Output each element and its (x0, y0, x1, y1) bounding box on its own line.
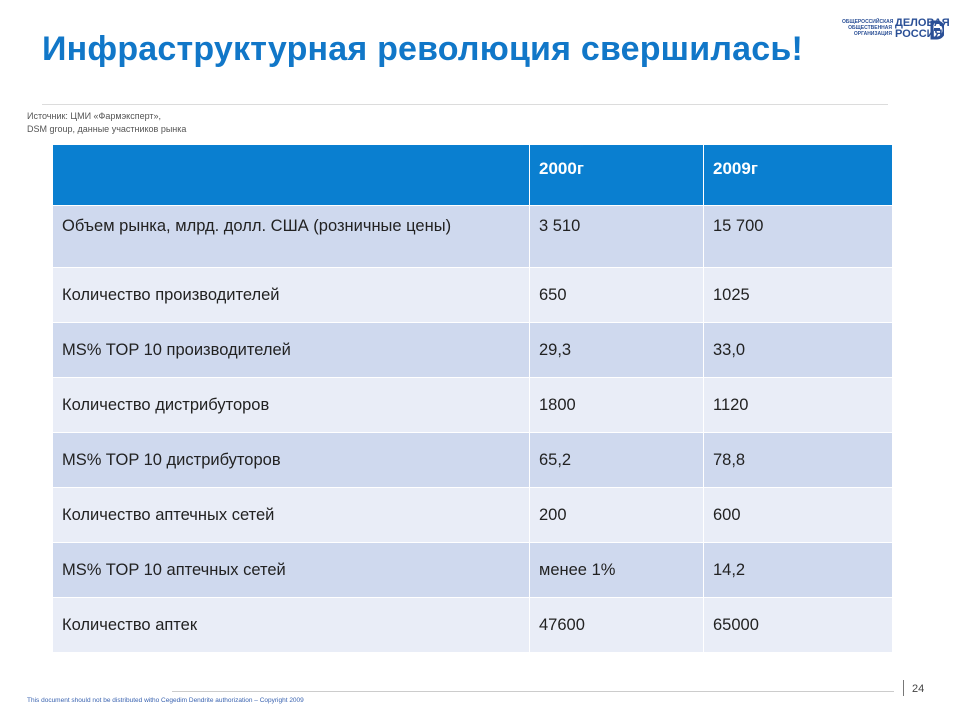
value-2009: 600 (704, 488, 893, 543)
logo-name-text: ДЕЛОВАЯ РОССИЯ (895, 17, 950, 40)
header-empty-cell (53, 145, 530, 206)
value-2000: 3 510 (530, 206, 704, 268)
logo-mark-icon (930, 20, 944, 40)
value-2009: 33,0 (704, 323, 893, 378)
value-2000: 47600 (530, 598, 704, 653)
value-2000: 29,3 (530, 323, 704, 378)
row-label: MS% TOP 10 производителей (53, 323, 530, 378)
row-label: Количество аптек (53, 598, 530, 653)
row-label: MS% TOP 10 аптечных сетей (53, 543, 530, 598)
value-2009: 65000 (704, 598, 893, 653)
market-comparison-table: 2000г 2009г Объем рынка, млрд. долл. США… (53, 145, 893, 653)
value-2009: 14,2 (704, 543, 893, 598)
row-label: Количество аптечных сетей (53, 488, 530, 543)
row-label: MS% TOP 10 дистрибуторов (53, 433, 530, 488)
header-2009: 2009г (704, 145, 893, 206)
page-number: 24 (912, 683, 925, 695)
value-2000: менее 1% (530, 543, 704, 598)
source-note: Источник: ЦМИ «Фармэксперт», DSM group, … (27, 110, 186, 136)
slide-title: Инфраструктурная революция свершилась! (42, 30, 803, 68)
table-row: Количество аптечных сетей 200 600 (53, 488, 893, 543)
copyright-footer: This document should not be distributed … (27, 697, 304, 704)
source-line-1: Источник: ЦМИ «Фармэксперт», (27, 111, 162, 121)
table-row: Количество производителей 650 1025 (53, 268, 893, 323)
value-2000: 65,2 (530, 433, 704, 488)
delovaya-rossiya-logo: ОБЩЕРОССИЙСКАЯ ОБЩЕСТВЕННАЯ ОРГАНИЗАЦИЯ … (842, 16, 950, 46)
table-row: Количество дистрибуторов 1800 1120 (53, 378, 893, 433)
row-label: Количество производителей (53, 268, 530, 323)
header-2000: 2000г (530, 145, 704, 206)
table-row: MS% TOP 10 аптечных сетей менее 1% 14,2 (53, 543, 893, 598)
value-2000: 650 (530, 268, 704, 323)
source-line-2: DSM group, данные участников рынка (27, 124, 187, 134)
logo-org-text: ОБЩЕРОССИЙСКАЯ ОБЩЕСТВЕННАЯ ОРГАНИЗАЦИЯ (842, 19, 894, 37)
value-2009: 15 700 (704, 206, 893, 268)
table-row: Объем рынка, млрд. долл. США (розничные … (53, 206, 893, 268)
footer-divider (172, 691, 894, 692)
table-row: MS% TOP 10 производителей 29,3 33,0 (53, 323, 893, 378)
value-2009: 78,8 (704, 433, 893, 488)
table-header-row: 2000г 2009г (53, 145, 893, 206)
title-divider (42, 104, 888, 105)
value-2000: 1800 (530, 378, 704, 433)
value-2000: 200 (530, 488, 704, 543)
row-label: Объем рынка, млрд. долл. США (розничные … (53, 206, 530, 268)
value-2009: 1025 (704, 268, 893, 323)
table-row: Количество аптек 47600 65000 (53, 598, 893, 653)
table-row: MS% TOP 10 дистрибуторов 65,2 78,8 (53, 433, 893, 488)
page-number-separator (903, 680, 904, 696)
row-label: Количество дистрибуторов (53, 378, 530, 433)
value-2009: 1120 (704, 378, 893, 433)
